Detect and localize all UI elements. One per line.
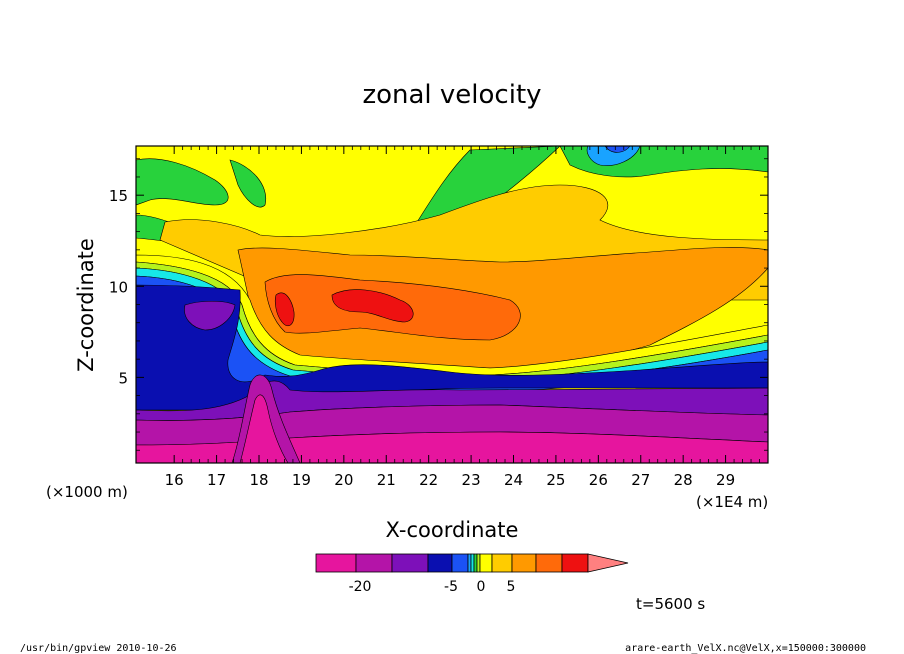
x-tick-label: 27 [631, 471, 650, 489]
colorbar: -20 -5 0 5 [315, 553, 629, 595]
y-tick-label: 15 [109, 187, 128, 205]
x-unit-right-label: (×1E4 m) [696, 493, 768, 511]
y-tick-label: 5 [118, 369, 128, 387]
colorbar-segment [391, 553, 429, 573]
colorbar-segment [476, 553, 481, 573]
footer-right-text: arare-earth_VelX.nc@VelX,x=150000:300000 [625, 643, 866, 654]
colorbar-segment [467, 553, 472, 573]
colorbar-segment [427, 553, 453, 573]
x-tick-label: 23 [462, 471, 481, 489]
band-red-core-left [274, 292, 295, 327]
colorbar-segment [479, 553, 493, 573]
colorbar-segment [535, 553, 563, 573]
colorbar-tick-label: -5 [444, 579, 458, 595]
colorbar-tick-label: -20 [349, 579, 372, 595]
colorbar-segment [315, 553, 357, 573]
colorbar-segment [355, 553, 393, 573]
x-tick-label: 26 [589, 471, 608, 489]
contour-plot-area [136, 146, 768, 463]
colorbar-tick-label: 5 [507, 579, 516, 595]
x-tick-label: 24 [504, 471, 523, 489]
x-tick-label: 25 [546, 471, 565, 489]
x-tick-label: 16 [165, 471, 184, 489]
x-axis-label: X-coordinate [386, 518, 519, 542]
colorbar-segment [451, 553, 469, 573]
x-tick-label: 28 [674, 471, 693, 489]
colorbar-segment [491, 553, 513, 573]
y-axis-label: Z-coordinate [74, 238, 98, 372]
chart-title: zonal velocity [362, 80, 541, 110]
band-purple-patch [184, 300, 236, 331]
colorbar-tick-label: 0 [477, 579, 486, 595]
x-tick-label: 29 [716, 471, 735, 489]
band-green-upper-mid [229, 159, 267, 208]
colorbar-segment [473, 553, 478, 573]
x-tick-label: 17 [207, 471, 226, 489]
x-tick-label: 18 [249, 471, 268, 489]
x-tick-label: 19 [292, 471, 311, 489]
footer-left-text: /usr/bin/gpview 2010-10-26 [20, 643, 177, 654]
time-label: t=5600 s [636, 595, 705, 613]
x-tick-label: 22 [419, 471, 438, 489]
y-tick-label: 10 [109, 278, 128, 296]
band-cyan-top [586, 146, 641, 166]
colorbar-segment [561, 553, 589, 573]
band-magenta-column-core [239, 394, 289, 463]
band-green-upper-left [136, 158, 229, 206]
y-axis: 5 10 15 [109, 158, 768, 451]
colorbar-segment [511, 553, 537, 573]
x-axis: 16 17 18 19 20 21 22 23 24 25 26 27 28 29 [165, 146, 760, 489]
band-red-core-right [331, 289, 414, 323]
x-tick-label: 20 [334, 471, 353, 489]
colorbar-segment [470, 553, 475, 573]
colorbar-extension-arrow [587, 553, 629, 573]
x-tick-label: 21 [377, 471, 396, 489]
x-unit-left-label: (×1000 m) [46, 483, 128, 501]
